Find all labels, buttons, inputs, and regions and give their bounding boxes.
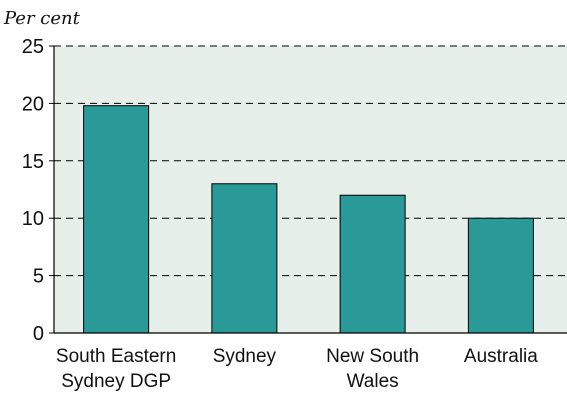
bar <box>211 183 278 334</box>
y-tick-label: 5 <box>33 266 44 288</box>
y-tick-label: 25 <box>22 36 44 58</box>
x-tick-label: Sydney <box>213 346 277 367</box>
y-tick-label: 10 <box>22 208 44 230</box>
x-tick-label-line: Sydney DGP <box>61 371 171 392</box>
x-tick-label: South Eastern Sydney DGP <box>56 346 176 392</box>
x-tick-label-line: South Eastern <box>56 346 176 367</box>
bar <box>339 194 406 334</box>
y-tick-labels: 0 5 10 15 20 25 <box>22 36 54 345</box>
bars <box>83 105 534 334</box>
y-axis-label: Per cent <box>3 8 81 29</box>
bar <box>467 217 534 334</box>
x-tick-label-line: New South <box>326 346 419 367</box>
y-tick-label: 0 <box>33 323 44 345</box>
x-tick-label-line: Wales <box>347 371 399 392</box>
y-tick-label: 20 <box>22 93 44 115</box>
y-tick-label: 15 <box>22 151 44 173</box>
x-tick-label-line: Sydney <box>213 346 277 367</box>
x-tick-label: Australia <box>464 346 538 367</box>
x-tick-label-line: Australia <box>464 346 538 367</box>
x-tick-label: New South Wales <box>326 346 419 392</box>
bar <box>83 105 150 334</box>
axes <box>53 46 567 334</box>
x-tick-labels: South Eastern Sydney DGP Sydney New South Wa… <box>56 346 538 392</box>
